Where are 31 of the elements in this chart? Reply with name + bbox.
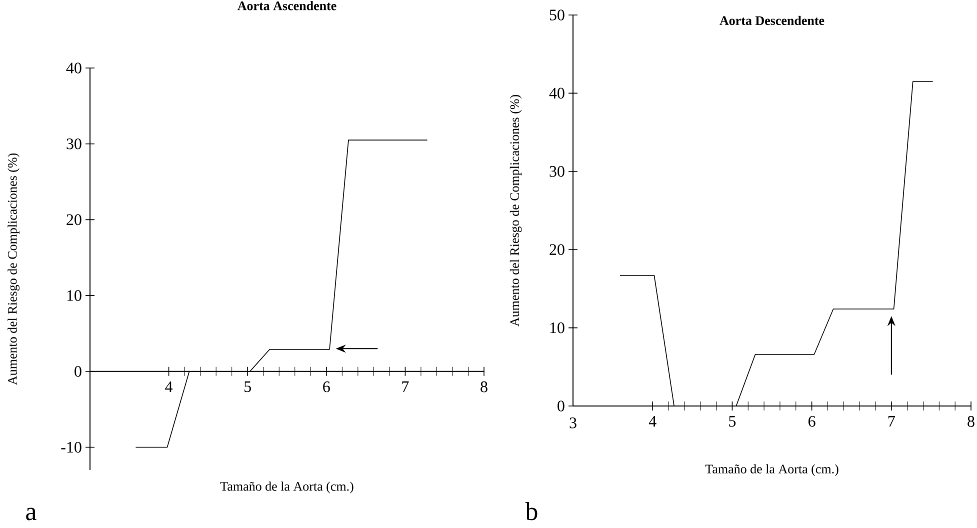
x-axis-title: Tamaño de la Aorta (cm.): [705, 464, 838, 476]
x-tick-label: 4: [648, 416, 656, 427]
y-tick-label: 40: [66, 62, 82, 74]
y-tick-label: 0: [74, 366, 82, 377]
y-tick-label: 10: [550, 322, 564, 334]
y-tick-label: 10: [67, 290, 82, 301]
chart-title: Aorta Ascendente: [237, 1, 336, 10]
x-tick-label: 7: [888, 416, 895, 427]
x-tick-label: 8: [968, 416, 974, 427]
x-tick-label: 5: [729, 416, 736, 427]
x-tick-label: 7: [402, 381, 409, 392]
chart-title: Aorta Descendente: [720, 16, 824, 26]
x-axis-title: Tamaño de la Aorta (cm.): [220, 482, 354, 494]
y-tick-label: 30: [66, 138, 82, 150]
y-axis-title: Aumento del Riesgo de Complicaciones (%): [8, 153, 20, 385]
y-tick-label: 20: [550, 244, 564, 255]
y-tick-label: 40: [549, 88, 564, 99]
y-tick-label: 0: [558, 400, 564, 412]
y-tick-label: -10: [61, 442, 82, 453]
text: a: [26, 508, 36, 520]
x-tick-label: 6: [323, 381, 330, 392]
x-tick-label: 8: [480, 381, 488, 392]
x-tick-label: 4: [165, 381, 173, 392]
x-tick-label: 6: [808, 416, 816, 427]
y-tick-label: 30: [550, 166, 564, 177]
x-tick-label: 5: [244, 381, 251, 392]
x-tick-label: 3: [570, 418, 576, 428]
y-tick-label: 20: [66, 214, 82, 226]
y-axis-title: Aumento del Riesgo de Complicaciones (%): [510, 94, 522, 326]
y-tick-label: 50: [550, 10, 564, 20]
text: b: [525, 502, 538, 520]
